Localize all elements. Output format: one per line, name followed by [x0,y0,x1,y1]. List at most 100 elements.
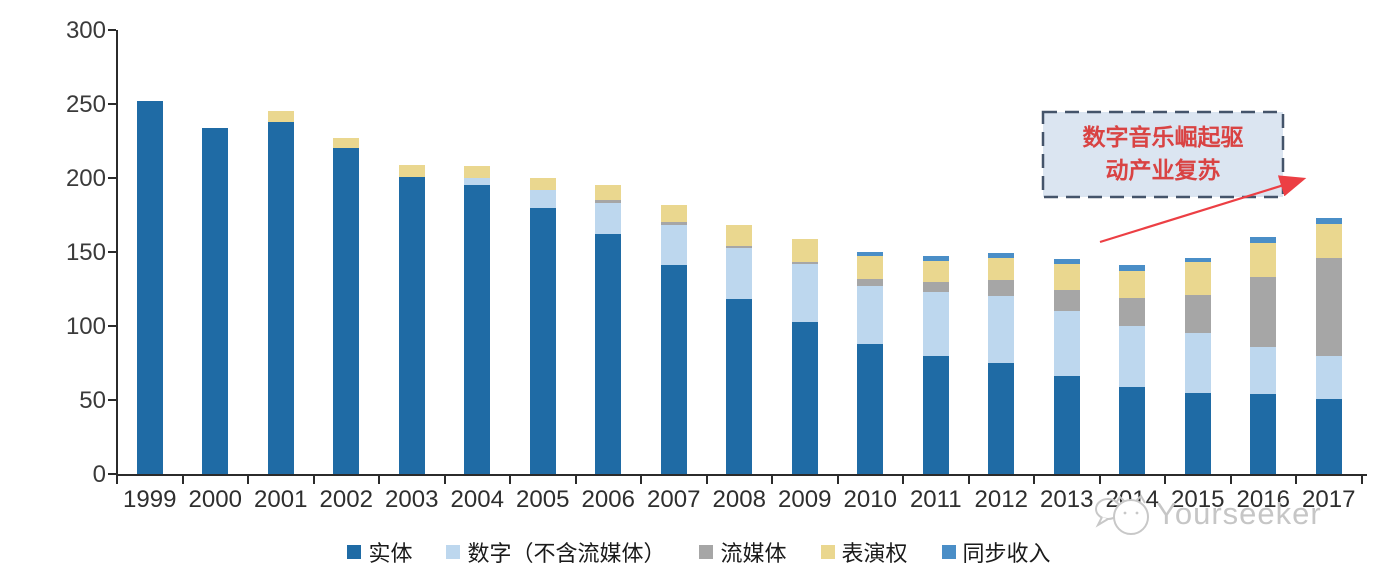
y-axis-tick [108,251,116,253]
legend-swatch-sync-revenue [941,545,956,559]
bar-column-2009 [791,30,818,474]
x-axis-label: 2008 [712,486,766,513]
bar-segment-performance-rights [595,185,622,201]
bar-column-2007 [660,30,687,474]
bar-segment-performance-rights [857,256,884,279]
bar-segment-sync-revenue [922,256,949,261]
legend-label-physical: 实体 [368,541,413,566]
bar-segment-digital-excl-streaming [464,178,491,186]
legend-item-digital-excl-streaming: 数字（不含流媒体） [446,536,665,568]
bar-segment-streaming [988,280,1015,297]
y-axis-label: 0 [92,461,106,488]
bar-segment-physical [660,265,687,474]
bar-column-2014 [1119,30,1146,474]
bar-segment-physical [857,343,884,474]
bar-segment-digital-excl-streaming [791,263,818,322]
bar-segment-digital-excl-streaming [857,286,884,344]
bar-segment-performance-rights [1184,262,1211,295]
bar-column-2010 [857,30,884,474]
bar-segment-performance-rights [1053,263,1080,291]
x-axis-tick [967,476,970,484]
x-axis-tick [640,476,642,484]
bar-segment-digital-excl-streaming [922,291,949,356]
y-axis-tick [108,103,116,105]
x-axis-label: 2004 [450,486,504,513]
bar-segment-physical [1315,398,1342,474]
bar-column-2004 [464,30,491,474]
bar-segment-performance-rights [988,257,1015,281]
bar-segment-physical [791,321,818,474]
x-axis-label: 2001 [254,486,308,513]
legend-swatch-performance-rights [820,545,835,559]
legend-label-streaming: 流媒体 [720,541,787,566]
x-axis-label: 2009 [778,486,832,513]
x-axis-tick [378,476,380,484]
watermark: Yourseeker [1092,488,1398,540]
bar-column-2008 [726,30,753,474]
bar-segment-performance-rights [464,166,491,178]
x-axis-tick [1360,476,1363,484]
bar-segment-digital-excl-streaming [529,189,556,208]
bar-segment-physical [529,207,556,474]
legend-label-performance-rights: 表演权 [841,541,908,566]
x-axis-tick [247,476,249,484]
bar-segment-digital-excl-streaming [595,203,622,235]
x-axis-label: 1999 [123,486,177,513]
yourseeker-logo-icon [1095,494,1149,535]
y-axis-label: 250 [65,91,106,118]
x-axis-label: 2007 [647,486,701,513]
x-axis-label: 2005 [516,486,570,513]
bar-segment-digital-excl-streaming [1119,326,1146,387]
y-axis-label: 100 [65,313,106,340]
legend-label-sync-revenue: 同步收入 [962,541,1051,566]
bar-segment-streaming [1119,297,1146,326]
legend-label-digital-excl-streaming: 数字（不含流媒体） [467,541,666,566]
bar-column-2017 [1315,30,1342,474]
x-axis-tick [771,476,773,484]
bar-segment-sync-revenue [1315,217,1342,224]
x-axis-tick [836,476,839,484]
legend-swatch-digital-excl-streaming [446,545,461,559]
bar-segment-physical [464,185,491,474]
bar-segment-streaming [660,222,687,226]
y-axis-tick [108,473,116,475]
bar-segment-physical [136,101,163,474]
x-axis-label: 2002 [319,486,373,513]
bar-segment-performance-rights [1250,243,1277,278]
bar-segment-performance-rights [333,138,360,149]
x-axis-tick [181,476,184,484]
bar-segment-physical [1250,394,1277,474]
bar-segment-digital-excl-streaming [988,296,1015,363]
bar-segment-streaming [726,246,753,248]
legend-item-performance-rights: 表演权 [820,536,908,568]
bar-column-2002 [333,30,360,474]
x-axis-tick [443,476,446,484]
x-axis-label: 2012 [974,486,1028,513]
bar-segment-physical [1119,386,1146,474]
bar-segment-performance-rights [791,238,818,263]
bar-column-2000 [202,30,229,474]
legend-swatch-physical [347,545,362,559]
y-axis-label: 300 [65,17,106,44]
bar-column-2011 [922,30,949,474]
bar-column-2016 [1250,30,1277,474]
bar-segment-physical [333,148,360,474]
y-axis-tick [108,399,116,401]
bar-segment-streaming [1315,257,1342,356]
bar-segment-digital-excl-streaming [726,247,753,300]
y-axis-label: 200 [65,165,106,192]
bar-segment-sync-revenue [1053,259,1080,264]
x-axis-label: 2010 [843,486,897,513]
bar-segment-physical [202,127,229,474]
bar-segment-streaming [1250,277,1277,347]
x-axis-tick [1033,476,1035,484]
x-axis-label: 2017 [1302,486,1356,513]
bar-column-2015 [1184,30,1211,474]
bar-column-2013 [1053,30,1080,474]
x-axis-line [116,474,1367,476]
bar-column-2005 [529,30,556,474]
chart-legend: 实体 数字（不含流媒体） 流媒体 表演权 同步收入 [0,536,1398,568]
bar-segment-physical [398,176,425,474]
bar-segment-performance-rights [1119,271,1146,298]
